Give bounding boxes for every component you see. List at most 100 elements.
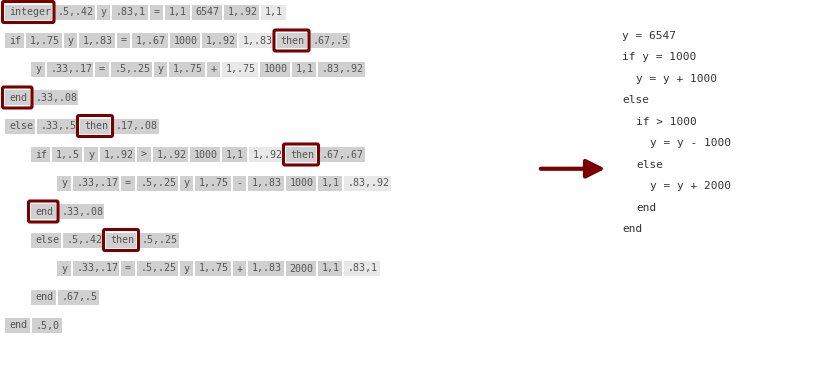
Text: y = y + 2000: y = y + 2000 bbox=[650, 181, 731, 191]
Text: y = y + 1000: y = y + 1000 bbox=[636, 74, 717, 83]
Text: else: else bbox=[636, 159, 663, 169]
Bar bbox=[191, 4, 221, 19]
Text: if y = 1000: if y = 1000 bbox=[622, 52, 696, 62]
Bar bbox=[286, 175, 316, 190]
Text: =: = bbox=[125, 264, 131, 273]
Bar bbox=[57, 175, 70, 190]
Text: 1,.75: 1,.75 bbox=[199, 264, 229, 273]
Text: y: y bbox=[100, 7, 107, 17]
Bar bbox=[286, 261, 316, 276]
Text: .67,.67: .67,.67 bbox=[322, 150, 364, 159]
Bar bbox=[95, 61, 109, 77]
Text: 1000: 1000 bbox=[264, 64, 287, 74]
Bar bbox=[121, 261, 134, 276]
Text: .33,.5: .33,.5 bbox=[41, 121, 77, 131]
Bar bbox=[63, 233, 104, 248]
Bar bbox=[317, 175, 342, 190]
Text: +: + bbox=[236, 264, 242, 273]
Text: 1,1: 1,1 bbox=[321, 264, 340, 273]
Bar bbox=[58, 204, 104, 219]
Bar bbox=[232, 175, 246, 190]
Bar bbox=[206, 61, 220, 77]
Text: 1000: 1000 bbox=[194, 150, 218, 159]
Text: 1,.92: 1,.92 bbox=[252, 150, 282, 159]
Text: end: end bbox=[35, 206, 53, 217]
Text: 1,.83: 1,.83 bbox=[252, 264, 282, 273]
Text: .67,.5: .67,.5 bbox=[312, 36, 348, 46]
Text: .5,.25: .5,.25 bbox=[114, 64, 150, 74]
Bar bbox=[117, 33, 130, 48]
Text: .33,.17: .33,.17 bbox=[77, 264, 119, 273]
Bar bbox=[291, 61, 316, 77]
Bar bbox=[132, 33, 168, 48]
Bar bbox=[5, 90, 29, 105]
Text: else: else bbox=[622, 95, 649, 105]
Bar bbox=[232, 261, 246, 276]
Bar bbox=[180, 261, 193, 276]
Bar bbox=[73, 175, 119, 190]
Bar bbox=[317, 261, 342, 276]
Bar bbox=[31, 147, 50, 162]
Bar bbox=[110, 61, 151, 77]
Text: end: end bbox=[622, 224, 642, 234]
Text: .67,.5: .67,.5 bbox=[62, 292, 98, 302]
Bar bbox=[136, 261, 178, 276]
Bar bbox=[112, 4, 148, 19]
Text: =: = bbox=[120, 36, 126, 46]
Bar bbox=[138, 233, 179, 248]
Bar bbox=[318, 61, 365, 77]
Bar bbox=[137, 147, 150, 162]
Bar bbox=[165, 4, 190, 19]
Bar bbox=[261, 4, 286, 19]
Bar bbox=[249, 147, 284, 162]
Bar bbox=[31, 289, 55, 304]
Bar bbox=[79, 33, 114, 48]
Bar bbox=[222, 61, 257, 77]
Text: y: y bbox=[184, 178, 190, 188]
Bar bbox=[344, 175, 391, 190]
Text: .33,.17: .33,.17 bbox=[77, 178, 119, 188]
Bar bbox=[224, 4, 259, 19]
Text: +: + bbox=[210, 64, 216, 74]
Text: .17,.08: .17,.08 bbox=[116, 121, 158, 131]
Text: .5,.25: .5,.25 bbox=[140, 264, 176, 273]
Bar bbox=[97, 4, 110, 19]
Bar bbox=[260, 61, 290, 77]
Bar bbox=[276, 33, 306, 48]
Bar bbox=[248, 175, 284, 190]
Bar bbox=[344, 261, 379, 276]
Text: then: then bbox=[290, 150, 314, 159]
Bar bbox=[57, 261, 70, 276]
Text: .33,.17: .33,.17 bbox=[50, 64, 93, 74]
Text: end: end bbox=[9, 321, 27, 331]
Text: 1,.75: 1,.75 bbox=[199, 178, 229, 188]
Bar bbox=[248, 261, 284, 276]
Bar bbox=[222, 147, 246, 162]
Bar bbox=[5, 318, 29, 333]
Bar bbox=[58, 289, 99, 304]
Bar bbox=[286, 147, 316, 162]
Text: if: if bbox=[9, 36, 21, 46]
Text: 1,1: 1,1 bbox=[296, 64, 313, 74]
Text: =: = bbox=[125, 178, 131, 188]
Text: y = y - 1000: y = y - 1000 bbox=[650, 138, 731, 148]
Bar bbox=[80, 119, 110, 134]
Text: y: y bbox=[184, 264, 190, 273]
Text: >: > bbox=[141, 150, 147, 159]
Bar bbox=[169, 61, 205, 77]
Bar bbox=[47, 61, 93, 77]
Text: .5,.42: .5,.42 bbox=[67, 235, 103, 245]
Text: .5,0: .5,0 bbox=[36, 321, 59, 331]
Bar bbox=[52, 147, 82, 162]
Text: y: y bbox=[68, 36, 73, 46]
Text: y: y bbox=[61, 264, 67, 273]
Text: 1,1: 1,1 bbox=[321, 178, 340, 188]
Bar bbox=[31, 233, 61, 248]
Text: 1,.5: 1,.5 bbox=[56, 150, 80, 159]
Text: then: then bbox=[110, 235, 134, 245]
Bar bbox=[153, 147, 188, 162]
Text: 1,.92: 1,.92 bbox=[227, 7, 257, 17]
Bar bbox=[154, 61, 167, 77]
Bar bbox=[180, 175, 193, 190]
Text: end: end bbox=[636, 202, 656, 212]
